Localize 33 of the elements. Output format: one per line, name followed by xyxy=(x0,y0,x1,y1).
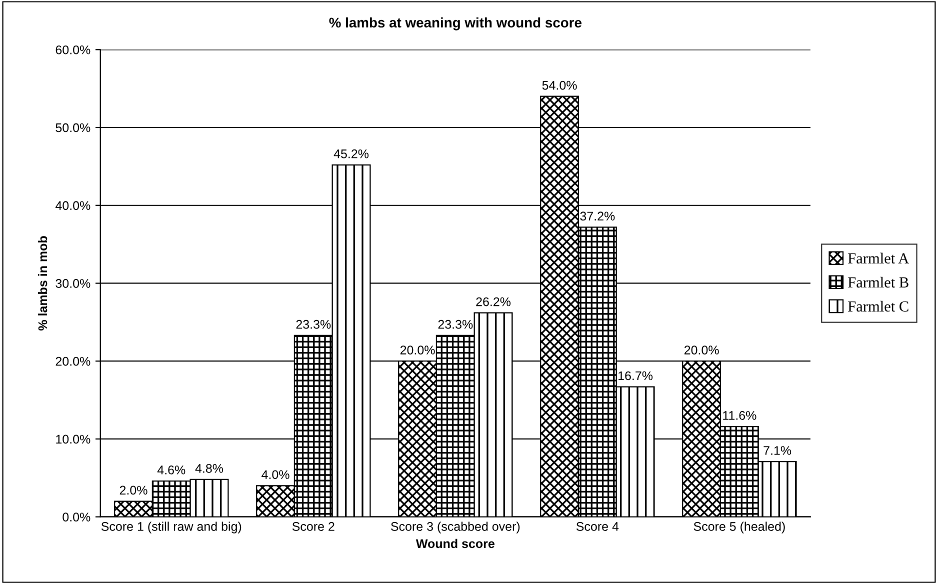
x-tick-label: Score 5 (healed) xyxy=(694,522,785,534)
legend-label: Farmlet C xyxy=(848,300,908,312)
data-label: 16.7% xyxy=(618,371,653,380)
data-label: 45.2% xyxy=(334,149,369,158)
data-label: 37.2% xyxy=(580,212,615,221)
y-tick-label: 20.0% xyxy=(56,356,90,366)
y-tick-label: 0.0% xyxy=(62,512,90,522)
y-tick-label: 40.0% xyxy=(55,201,90,210)
chart-title: % lambs at weaning with wound score xyxy=(329,17,582,30)
x-tick-label: Score 4 xyxy=(576,522,619,531)
data-label: 26.2% xyxy=(476,297,511,306)
x-tick-label: Score 3 (scabbed over) xyxy=(391,522,520,534)
data-label: 54.0% xyxy=(542,80,577,90)
y-tick-label: 10.0% xyxy=(56,434,90,444)
data-label: 4.6% xyxy=(157,466,186,474)
y-axis-title: % lambs in mob xyxy=(38,236,48,331)
data-label: 2.0% xyxy=(120,486,148,495)
data-label: 23.3% xyxy=(438,320,473,329)
x-tick-label: Score 2 xyxy=(292,522,334,531)
data-label: 4.8% xyxy=(195,464,224,473)
data-label: 20.0% xyxy=(684,346,719,354)
data-label: 7.1% xyxy=(764,446,792,455)
x-axis-title: Wound score xyxy=(416,538,494,548)
data-label: 20.0% xyxy=(400,346,435,354)
legend-label: Farmlet A xyxy=(848,252,910,264)
legend-label: Farmlet B xyxy=(848,276,908,288)
x-tick-label: Score 1 (still raw and big) xyxy=(101,522,242,534)
y-tick-label: 50.0% xyxy=(56,123,90,132)
data-label: 11.6% xyxy=(723,411,756,420)
y-tick-label: 30.0% xyxy=(56,279,90,288)
y-tick-label: 60.0% xyxy=(56,45,90,54)
data-label: 4.0% xyxy=(262,470,290,480)
data-label: 23.3% xyxy=(296,320,331,329)
